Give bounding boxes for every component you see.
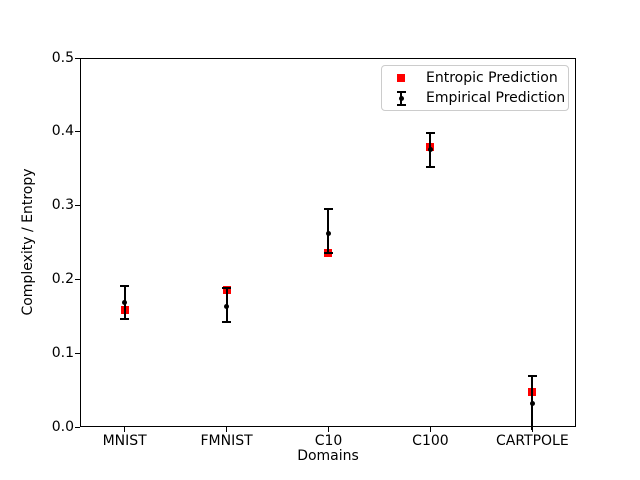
errorbar-cap-top	[425, 131, 435, 134]
errorbar-line	[327, 209, 330, 253]
data-point-dot	[325, 231, 331, 237]
ticks-layer	[75, 57, 576, 432]
errorbar-cap-top	[222, 287, 232, 290]
x-axis-label: Domains	[297, 448, 359, 464]
plot-area	[75, 57, 576, 432]
errorbar-cap-bottom	[222, 321, 232, 324]
errorbar-cap-top	[527, 375, 537, 378]
red-square-icon	[397, 74, 405, 82]
y-axis-label: Complexity / Entropy	[20, 168, 36, 316]
data-point-dot	[122, 299, 128, 305]
y-tick-mark	[75, 131, 80, 133]
y-tick-mark	[75, 205, 80, 207]
x-tick-label: CARTPOLE	[495, 433, 569, 449]
y-tick-label: 0.4	[51, 123, 74, 140]
x-tick-mark	[531, 427, 533, 432]
x-tick-mark	[124, 427, 126, 432]
x-tick-label: C10	[314, 433, 343, 449]
legend-entry-empirical: Empirical Prediction	[382, 88, 568, 108]
legend-marker-entropic	[382, 74, 420, 82]
y-tick-mark	[75, 57, 80, 59]
y-tick-label: 0.5	[51, 49, 74, 66]
x-tick-mark	[429, 427, 431, 432]
legend-label-entropic: Entropic Prediction	[426, 69, 558, 86]
data-point-dot	[427, 147, 433, 152]
y-tick-mark	[75, 352, 80, 354]
y-tick-label: 0.1	[51, 344, 74, 361]
x-tick-mark	[226, 427, 228, 432]
errorbar-cap-top	[120, 285, 130, 288]
x-tick-mark	[327, 427, 329, 432]
legend: Entropic Prediction Empirical Prediction	[381, 65, 569, 111]
errorbar-cap-bottom	[425, 166, 435, 169]
x-tick-label: C100	[412, 433, 449, 449]
errorbar-cap-top	[323, 208, 333, 211]
legend-marker-empirical	[382, 90, 420, 106]
data-point-dot	[529, 400, 535, 406]
y-tick-label: 0.3	[51, 197, 74, 214]
legend-entry-entropic: Entropic Prediction	[382, 68, 568, 88]
y-tick-label: 0.0	[51, 418, 74, 435]
y-tick-mark	[75, 426, 80, 428]
errorbar-icon	[396, 90, 406, 106]
y-tick-label: 0.2	[51, 270, 74, 287]
legend-label-empirical: Empirical Prediction	[426, 89, 566, 106]
y-tick-mark	[75, 278, 80, 280]
x-tick-label: MNIST	[102, 433, 147, 449]
x-tick-label: FMNIST	[200, 433, 253, 449]
data-point-dot	[224, 304, 230, 310]
errorbar-cap-bottom	[120, 317, 130, 320]
errorbar-cap-bottom	[323, 251, 333, 254]
empirical-series-layer	[80, 58, 576, 430]
